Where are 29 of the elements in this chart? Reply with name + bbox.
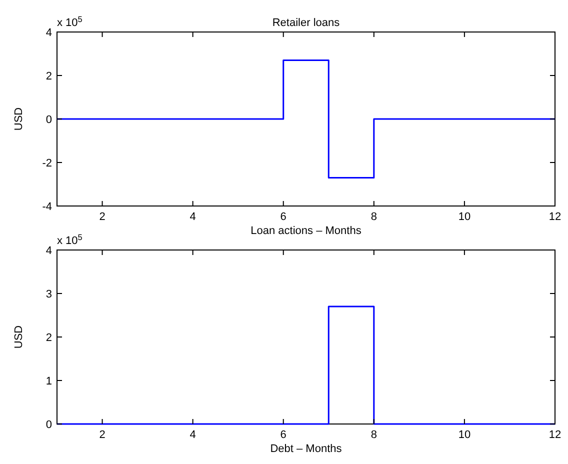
text: x 10$^{5}$ xyxy=(57,232,83,247)
text: x 10$^{5}$ xyxy=(57,14,83,29)
y-axis-title: USD xyxy=(13,325,25,349)
x-tick-label: 6 xyxy=(280,211,286,223)
x-tick-label: 4 xyxy=(190,429,196,441)
x-axis-title: Debt – Months xyxy=(270,443,342,455)
x-axis-title: Loan actions – Months xyxy=(250,225,362,237)
y-tick-label: 0 xyxy=(46,114,52,126)
y-tick-label: 3 xyxy=(46,288,52,300)
y-tick-label: 2 xyxy=(46,70,52,82)
y-tick-label: 2 xyxy=(46,332,52,344)
x-tick-label: 2 xyxy=(99,211,106,223)
x-tick-label: 6 xyxy=(280,429,286,441)
y-tick-label: -2 xyxy=(42,158,52,170)
y-axis-title: USD xyxy=(13,107,25,131)
x-tick-label: 8 xyxy=(370,429,377,441)
x-tick-label: 8 xyxy=(370,211,377,223)
y-tick-label: 0 xyxy=(46,419,52,431)
x-tick-label: 12 xyxy=(548,211,562,223)
y-tick-label: -4 xyxy=(42,201,52,213)
x-tick-label: 4 xyxy=(190,211,196,223)
chart-title: Retailer loans xyxy=(272,17,340,29)
x-tick-label: 2 xyxy=(99,429,106,441)
x-tick-label: 10 xyxy=(458,211,471,223)
y-tick-label: 4 xyxy=(46,27,52,39)
x-tick-label: 10 xyxy=(458,429,471,441)
x-tick-label: 12 xyxy=(548,429,562,441)
y-tick-label: 4 xyxy=(46,245,52,257)
y-tick-label: 1 xyxy=(46,376,52,388)
